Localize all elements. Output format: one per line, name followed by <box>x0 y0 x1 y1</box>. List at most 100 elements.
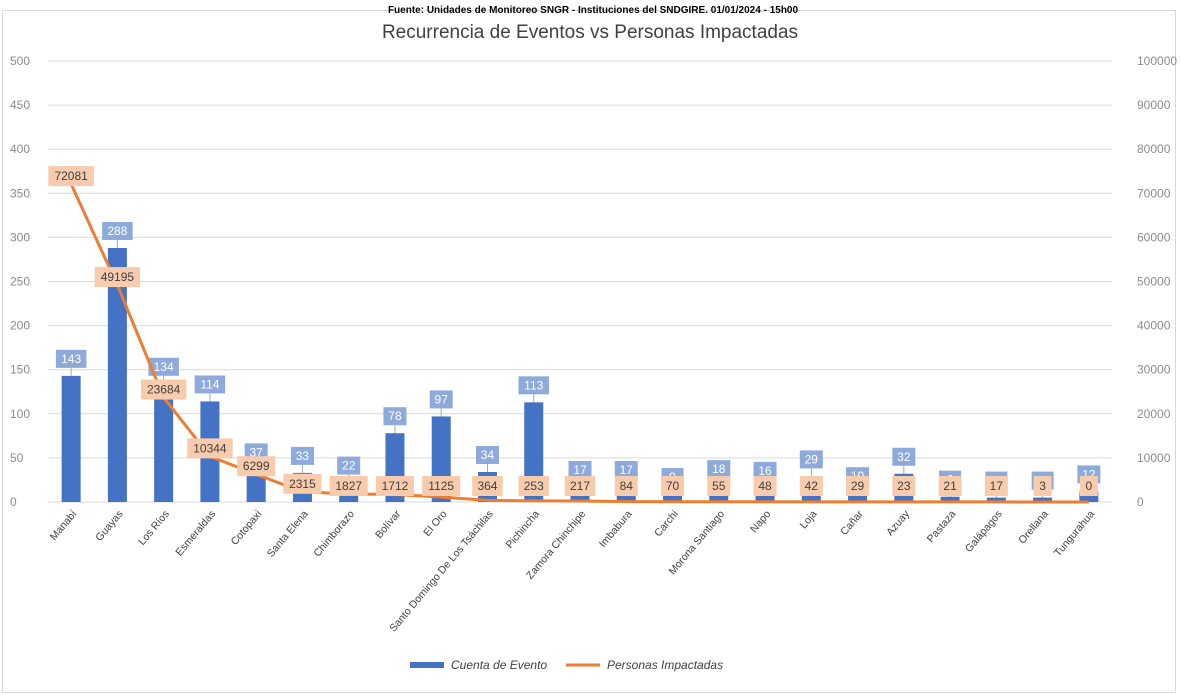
line-label-box <box>329 475 368 496</box>
line-label-box <box>614 476 638 496</box>
bar-label: 288 <box>107 224 127 238</box>
category-label: Pastaza <box>925 508 959 545</box>
bar-label: 78 <box>388 409 402 423</box>
line-label-box <box>375 476 414 496</box>
category-label: Loja <box>798 508 820 531</box>
bar-label-box <box>148 357 179 376</box>
line-label: 217 <box>570 479 590 493</box>
bar-label-box <box>194 375 226 394</box>
line-label-box <box>892 476 916 496</box>
line-label-box <box>283 473 322 494</box>
line-label-box <box>661 476 685 496</box>
bar <box>1033 497 1053 502</box>
line-label: 70 <box>666 479 680 493</box>
line-label-box <box>938 476 962 496</box>
left-tick-label: 400 <box>10 142 30 156</box>
legend-label-line: Personas Impactadas <box>607 658 723 672</box>
line-label-box <box>237 456 276 477</box>
category-label: Guayas <box>93 508 125 543</box>
bar-label-box <box>799 450 823 469</box>
left-tick-label: 250 <box>10 275 30 289</box>
category-label: Chimborazo <box>311 508 357 559</box>
legend-swatch-bars <box>410 662 444 668</box>
right-tick-label: 0 <box>1137 495 1144 509</box>
bar-label-box <box>429 390 453 409</box>
right-tick-label: 80000 <box>1137 142 1171 156</box>
category-label: Los Ríos <box>136 508 172 547</box>
left-tick-label: 450 <box>10 98 30 112</box>
bar-label-box <box>383 407 407 426</box>
line-label: 72081 <box>54 169 88 183</box>
bar-label: 114 <box>200 377 219 391</box>
bar <box>1079 491 1099 502</box>
line-label: 1712 <box>382 479 409 493</box>
bar-label-box <box>518 376 549 395</box>
left-tick-label: 200 <box>10 319 30 333</box>
line-label: 1125 <box>428 479 454 493</box>
left-tick-label: 150 <box>10 363 30 377</box>
right-tick-label: 50000 <box>1137 275 1171 289</box>
line-label-box <box>187 438 233 459</box>
line-label: 55 <box>712 479 726 493</box>
category-label: Santo Domingo De Los Tsáchilas <box>387 508 495 634</box>
bar-label-box <box>568 461 592 480</box>
line-label: 23684 <box>147 383 181 397</box>
line-label-box <box>518 476 549 496</box>
bar-label-box <box>290 446 314 465</box>
bar-label-box <box>475 446 499 465</box>
category-label: Carchi <box>652 508 681 539</box>
line-label: 21 <box>943 479 957 493</box>
left-tick-label: 100 <box>10 407 30 421</box>
bar <box>986 497 1006 502</box>
category-label: Orellana <box>1016 508 1051 546</box>
line-label-box <box>94 267 141 288</box>
bar-label: 32 <box>897 450 911 464</box>
category-label: Manabí <box>48 508 80 543</box>
category-label: Pichincha <box>504 508 543 551</box>
line-label: 49195 <box>101 270 135 284</box>
bar-label-box <box>707 460 731 479</box>
line-label: 1827 <box>335 479 362 493</box>
line-label-box <box>846 476 870 496</box>
category-label: El Oro <box>421 508 449 539</box>
bar <box>848 493 868 502</box>
bar <box>940 496 960 502</box>
bar-label: 37 <box>249 445 263 459</box>
line-label: 84 <box>620 479 634 493</box>
right-tick-label: 10000 <box>1137 451 1171 465</box>
bar-label: 113 <box>524 378 543 392</box>
line-label: 17 <box>990 479 1004 493</box>
line-label-box <box>564 476 596 496</box>
left-tick-label: 500 <box>10 54 30 68</box>
bar-label: 34 <box>481 448 495 462</box>
line-label-box <box>1033 476 1052 496</box>
bar-label-box <box>55 349 87 368</box>
category-label: Cañar <box>838 508 866 538</box>
bar-label: 18 <box>712 462 726 476</box>
line-label: 253 <box>524 479 544 493</box>
line-label-box <box>140 379 187 400</box>
bar-label: 16 <box>758 464 772 478</box>
bar-label: 22 <box>342 459 356 473</box>
line-labels: 72081 49195 23684 10344 6299 2315 1827 1712 1125… <box>48 166 1098 496</box>
category-label: Imbabura <box>597 508 635 550</box>
line-label: 10344 <box>193 441 227 455</box>
right-tick-label: 60000 <box>1137 230 1171 244</box>
source-note: Fuente: Unidades de Monitoreo SNGR - Ins… <box>387 5 799 16</box>
bar-label-box <box>102 221 133 240</box>
left-tick-label: 300 <box>10 230 30 244</box>
line-label-box <box>1079 476 1098 496</box>
left-tick-label: 0 <box>10 495 17 509</box>
category-label: Azuay <box>884 508 912 539</box>
left-axis: 0 50 100 150 200 250 300 350 400 450 500 <box>10 54 30 509</box>
line-label-box <box>753 476 777 496</box>
right-tick-label: 40000 <box>1137 319 1171 333</box>
line-label-box <box>984 476 1008 496</box>
line-label: 2315 <box>289 477 316 491</box>
bar-label: 29 <box>805 452 819 466</box>
category-label: Tungurahua <box>1052 508 1097 559</box>
line-label: 42 <box>805 479 819 493</box>
bar <box>663 494 683 502</box>
right-axis: 0 10000 20000 30000 40000 50000 60000 70000 8000… <box>1137 54 1177 509</box>
line-label: 0 <box>1086 479 1093 493</box>
